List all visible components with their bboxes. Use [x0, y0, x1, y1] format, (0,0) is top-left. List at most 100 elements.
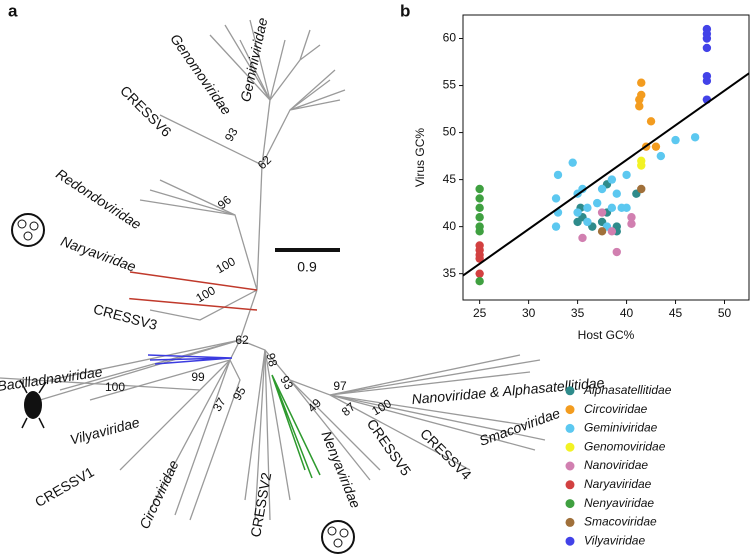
legend-label: Nenyaviridae	[584, 496, 654, 510]
branch-fan	[39, 19, 536, 521]
naryaviridae-branch	[129, 271, 258, 291]
point	[635, 95, 644, 104]
clade-label: CRESSV5	[364, 416, 415, 479]
point	[607, 227, 617, 236]
point	[553, 170, 563, 180]
legend-label: Genomoviridae	[584, 439, 666, 453]
point	[607, 175, 617, 184]
point	[597, 184, 607, 194]
bootstrap: 99	[191, 370, 205, 384]
point	[622, 203, 631, 213]
point	[635, 102, 644, 111]
point	[578, 184, 587, 194]
legend-swatch	[565, 461, 575, 471]
point	[551, 194, 561, 203]
point	[702, 43, 712, 53]
legend-label: Alphasatellitidae	[583, 383, 672, 397]
x-tick-label: 45	[669, 306, 683, 320]
point	[671, 135, 680, 145]
point	[597, 227, 607, 236]
point	[583, 217, 592, 227]
y-tick-label: 55	[443, 78, 457, 92]
bootstrap: 62	[235, 333, 249, 347]
point	[637, 161, 646, 170]
point	[578, 233, 587, 243]
clade-label: Nenyaviridae	[318, 429, 364, 511]
point	[583, 203, 592, 213]
clade-label: CRESSV6	[117, 82, 175, 140]
point	[475, 269, 484, 278]
y-tick-label: 50	[443, 125, 457, 139]
point	[612, 189, 621, 198]
point	[690, 133, 700, 142]
clade-label: Bacilladnaviridae	[0, 363, 104, 394]
bootstrap: 100	[193, 283, 218, 305]
x-tick-label: 40	[620, 306, 634, 320]
point	[612, 247, 621, 257]
scatter-plot: 35 40 45 50 55 60 25 30 35 40 45 50 Host GC% Virus GC…	[413, 14, 750, 547]
point	[475, 184, 484, 194]
point	[475, 194, 484, 203]
icon	[19, 379, 47, 429]
icon	[11, 213, 45, 247]
clade-label: CRESSV1	[32, 464, 97, 511]
legend-swatch	[565, 536, 575, 546]
y-tick-label: 35	[443, 266, 457, 280]
legend-label: Geminiviridae	[584, 421, 658, 435]
legend-label: Naryaviridae	[584, 477, 652, 491]
clade-label: Naryaviridae	[59, 233, 139, 275]
panel-label: b	[400, 1, 410, 20]
legend-label: Nanoviridae	[584, 458, 648, 472]
bootstrap: 95	[230, 384, 249, 403]
bootstrap: 97	[333, 379, 347, 393]
legend-swatch	[565, 517, 575, 527]
point	[597, 208, 607, 217]
x-axis-label: Host GC%	[578, 328, 635, 342]
point	[568, 158, 577, 167]
legend-swatch	[565, 480, 575, 490]
legend-label: Vilyaviridae	[584, 533, 645, 547]
y-tick-label: 45	[443, 172, 457, 186]
naryaviridae-branch	[129, 297, 258, 311]
clade-label: Nanoviridae & Alphasatellitidae	[411, 374, 605, 407]
point	[475, 276, 484, 286]
bootstrap: 37	[210, 395, 229, 414]
point	[475, 203, 484, 213]
legend-swatch	[565, 499, 575, 509]
point	[627, 213, 636, 222]
plot-frame	[462, 14, 750, 301]
bootstrap: 96	[215, 193, 234, 213]
panel-label: a	[8, 1, 18, 20]
y-tick-label: 60	[443, 31, 457, 45]
clade-label: CRESSV2	[247, 471, 274, 538]
bootstrap: 100	[213, 254, 238, 276]
point	[637, 184, 646, 194]
point	[646, 117, 656, 126]
x-tick-label: 35	[571, 306, 585, 320]
point	[627, 219, 636, 229]
point	[573, 208, 582, 217]
bootstrap: 62	[255, 153, 275, 173]
point	[551, 222, 561, 231]
point	[592, 198, 602, 208]
y-axis-label: Virus GC%	[413, 128, 427, 187]
nenyaviridae-branch	[271, 374, 321, 479]
point	[656, 151, 666, 161]
legend-swatch	[565, 405, 575, 415]
clade-label: Smacoviridae	[477, 405, 562, 449]
clade-label: Circoviridae	[136, 457, 182, 531]
bootstrap: 93	[222, 125, 241, 144]
x-tick-label: 25	[473, 306, 487, 320]
bootstrap: 93	[277, 373, 296, 392]
point	[702, 76, 712, 86]
bootstrap: 98	[263, 352, 280, 369]
legend-swatch	[565, 442, 575, 452]
vilyaviridae-branch	[147, 354, 233, 365]
point	[475, 213, 484, 222]
scale-label: 0.9	[297, 259, 317, 275]
legend-label: Circoviridae	[584, 402, 648, 416]
phylogenetic-tree	[0, 19, 546, 554]
point	[651, 142, 661, 151]
y-tick-label: 40	[443, 219, 457, 233]
point	[475, 227, 484, 236]
